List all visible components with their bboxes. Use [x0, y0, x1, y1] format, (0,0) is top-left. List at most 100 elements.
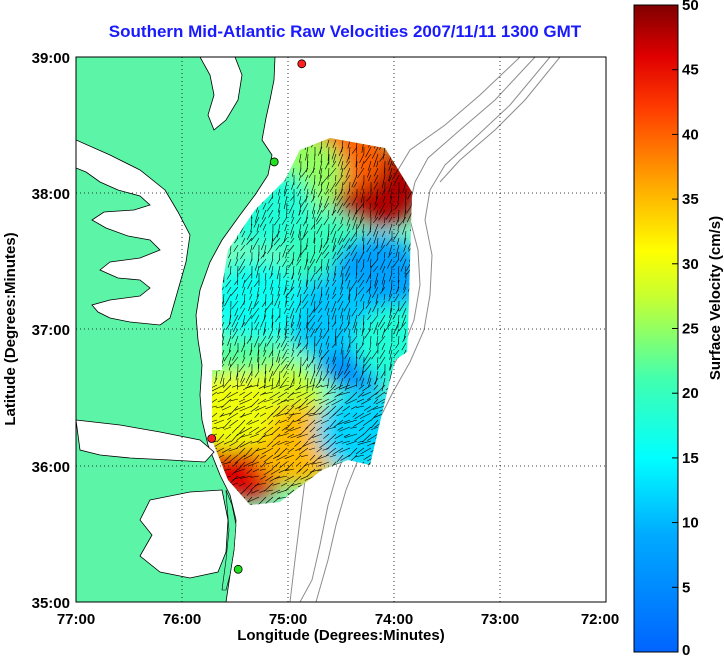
velocity-vector: [345, 167, 351, 178]
velocity-vector: [249, 307, 253, 315]
y-axis: 39:00 38:00 37:00 36:00 35:00: [32, 50, 70, 612]
velocity-vector: [298, 174, 302, 181]
speed-region: [212, 262, 303, 343]
velocity-vector: [377, 356, 379, 364]
velocity-vector: [383, 293, 386, 301]
velocity-vector: [323, 251, 330, 259]
velocity-vector: [304, 258, 309, 270]
velocity-vector: [397, 272, 400, 283]
colorbar-tick-label: 50: [682, 0, 699, 14]
velocity-vector: [397, 237, 400, 245]
velocity-vector: [262, 286, 267, 294]
velocity-vector: [335, 174, 344, 187]
velocity-vector: [227, 412, 239, 420]
velocity-vector: [305, 209, 309, 224]
velocity-vector: [332, 237, 337, 251]
velocity-vector: [325, 335, 330, 346]
velocity-vector: [289, 307, 295, 319]
velocity-vector: [362, 433, 372, 443]
velocity-vector: [358, 349, 365, 360]
velocity-vector: [304, 370, 309, 380]
velocity-vector: [231, 384, 239, 388]
velocity-vector: [228, 356, 232, 366]
velocity-vector: [297, 286, 302, 298]
velocity-vector: [395, 244, 400, 258]
velocity-vector: [278, 370, 281, 385]
velocity-vector: [269, 391, 281, 399]
colorbar-tick-label: 35: [682, 191, 699, 208]
velocity-vector: [250, 482, 260, 491]
velocity-vector: [346, 356, 351, 367]
velocity-vector: [338, 237, 344, 246]
velocity-vector: [331, 146, 337, 160]
velocity-vector: [398, 216, 407, 227]
velocity-vector: [298, 440, 309, 451]
velocity-vector: [410, 195, 412, 206]
velocity-vector: [364, 328, 372, 339]
velocity-vector: [285, 419, 295, 430]
velocity-vector: [398, 321, 407, 332]
velocity-vector: [369, 321, 372, 332]
velocity-vector: [239, 398, 253, 405]
velocity-vector: [262, 265, 267, 273]
velocity-vector: [277, 223, 281, 238]
velocity-vector: [373, 153, 379, 168]
velocity-vector: [296, 349, 302, 357]
x-tick-label: 73:00: [481, 611, 519, 628]
velocity-vector: [298, 195, 302, 205]
x-axis: 77:00 76:00 75:00 74:00 73:00 72:00: [57, 611, 619, 628]
velocity-vector: [241, 321, 246, 328]
velocity-vector: [303, 286, 309, 295]
velocity-vector: [214, 377, 218, 384]
velocity-vector: [357, 272, 365, 283]
velocity-vector: [243, 503, 253, 505]
velocity-vector: [238, 398, 246, 403]
velocity-vector: [306, 398, 316, 405]
y-axis-label: Latitude (Degrees:Minutes): [2, 232, 19, 425]
velocity-vector: [280, 237, 288, 247]
velocity-vector: [389, 356, 393, 370]
velocity-vector: [265, 405, 274, 410]
velocity-vector: [381, 230, 386, 238]
velocity-vector: [266, 440, 274, 448]
velocity-vector: [243, 349, 246, 358]
velocity-vector: [264, 377, 267, 389]
velocity-vector: [301, 230, 309, 241]
x-tick-label: 76:00: [163, 611, 201, 628]
velocity-vector: [353, 181, 358, 188]
velocity-vector: [269, 272, 274, 279]
velocity-vector: [332, 195, 337, 204]
velocity-vector: [284, 300, 288, 308]
velocity-vector: [270, 426, 281, 436]
velocity-vector: [340, 307, 344, 319]
velocity-vector: [407, 188, 412, 200]
velocity-vector: [281, 216, 288, 226]
velocity-vector: [351, 195, 358, 206]
x-tick-label: 74:00: [375, 611, 413, 628]
velocity-vector: [291, 181, 295, 190]
velocity-vector: [403, 279, 407, 290]
velocity-vector: [336, 195, 344, 207]
velocity-vector: [260, 475, 267, 480]
velocity-vector: [314, 300, 323, 312]
velocity-vector: [261, 237, 267, 251]
velocity-vector: [223, 349, 232, 362]
velocity-vector: [270, 489, 281, 495]
velocity-vector: [346, 223, 351, 232]
velocity-vector: [323, 433, 330, 439]
velocity-vector: [296, 258, 302, 266]
velocity-vector: [367, 251, 372, 262]
velocity-vector: [339, 377, 344, 389]
velocity-vector: [290, 321, 295, 329]
velocity-vector: [391, 279, 393, 289]
velocity-vector: [240, 370, 246, 383]
velocity-vector: [274, 293, 281, 307]
velocity-vector: [297, 272, 302, 281]
velocity-vector: [261, 356, 267, 366]
velocity-vector: [266, 489, 274, 492]
velocity-vector: [355, 349, 358, 359]
velocity-vector: [281, 426, 288, 432]
velocity-vector: [361, 160, 365, 169]
velocity-vector: [331, 279, 337, 287]
